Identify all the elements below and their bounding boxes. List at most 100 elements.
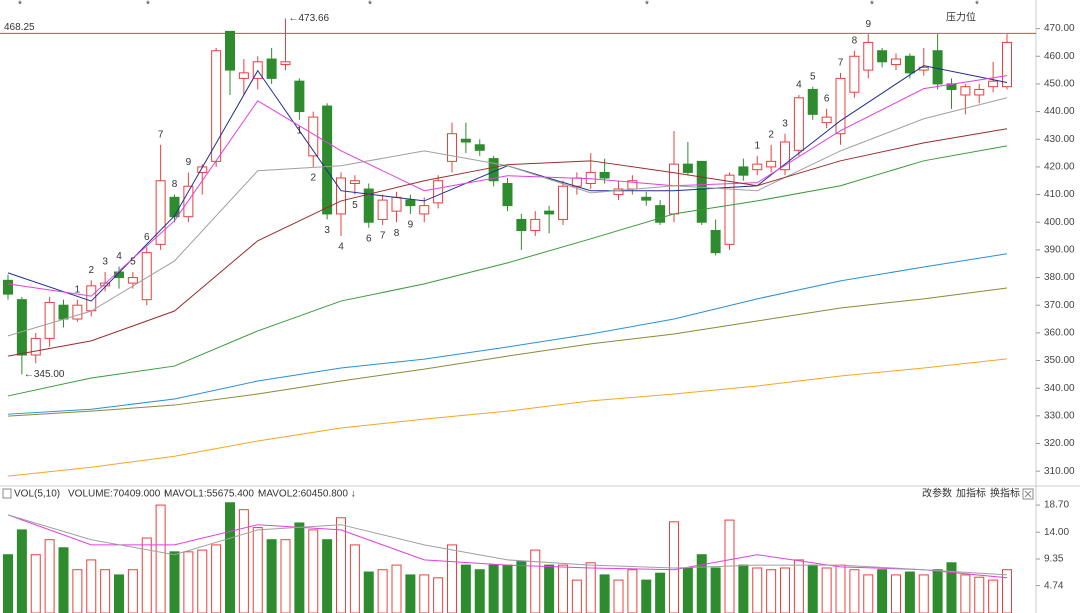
candle-body	[141, 252, 152, 301]
td-count: 6	[824, 93, 830, 104]
candle-body	[155, 180, 166, 245]
candle-body	[974, 88, 985, 96]
candle-body	[780, 141, 790, 171]
y-tick-label: 420.00	[1044, 162, 1075, 173]
candle-body	[211, 50, 222, 162]
marker: *	[870, 0, 874, 11]
candle-body	[558, 185, 568, 220]
candle-body	[752, 163, 763, 171]
candle-body	[988, 80, 999, 88]
volume-bar	[474, 569, 485, 613]
volume-bar	[988, 579, 999, 613]
volume-bar	[877, 569, 888, 613]
candle-body	[932, 50, 943, 85]
volume-bar	[349, 544, 360, 613]
td-count: 3	[324, 225, 330, 236]
td-count: 4	[338, 242, 344, 253]
y-tick-label: 410.00	[1044, 189, 1075, 200]
candle-body	[294, 80, 305, 113]
volume-bar	[252, 527, 263, 613]
button[interactable]: 加指标	[956, 487, 986, 500]
td-count: 9	[186, 157, 192, 168]
td-count: 1	[754, 140, 760, 151]
button[interactable]: 改参数	[922, 487, 952, 500]
volume-bar	[627, 569, 638, 613]
candle-body	[849, 55, 860, 93]
td-count: 3	[782, 118, 788, 129]
close-button[interactable]	[1022, 488, 1034, 500]
volume-bar	[821, 567, 832, 613]
volume-bar	[682, 567, 693, 613]
volume-bar	[849, 569, 860, 613]
volume-bar	[238, 509, 249, 613]
candle-body	[322, 105, 333, 215]
moving-average	[7, 97, 1008, 337]
volume-bar	[58, 547, 69, 613]
volume-bar	[946, 562, 957, 613]
volume-bar	[183, 551, 194, 613]
volume-bar	[655, 572, 666, 613]
td-count: 8	[172, 179, 178, 190]
button[interactable]: 换指标	[990, 487, 1020, 500]
y-tick-label: 450.00	[1044, 79, 1075, 90]
candle-body	[447, 133, 457, 162]
volume-bar	[891, 574, 901, 613]
td-count: 3	[102, 257, 108, 268]
volume-bar	[488, 564, 499, 613]
moving-average	[7, 145, 1008, 397]
volume-bar	[197, 549, 208, 613]
y-tick-label: 350.00	[1044, 355, 1075, 366]
volume-bar	[336, 517, 346, 613]
volume-bar	[280, 539, 291, 613]
candle-body	[807, 88, 818, 115]
volume-bar	[710, 567, 721, 613]
volume-bar	[641, 579, 652, 613]
volume-bar	[960, 574, 971, 613]
candle-body	[793, 97, 804, 151]
candle-body	[613, 188, 624, 196]
y-tick-label: 360.00	[1044, 328, 1075, 339]
candle-body	[377, 199, 388, 220]
td-count: 8	[852, 35, 858, 46]
y-tick-label: 380.00	[1044, 272, 1075, 283]
td-count: 2	[310, 173, 316, 184]
candle-body	[904, 55, 915, 74]
candle-body	[891, 58, 901, 66]
candle-body	[655, 205, 666, 223]
volume-bar	[599, 574, 610, 613]
candle-body	[127, 277, 138, 284]
candle-body	[530, 218, 541, 232]
resistance-label: 压力位	[946, 11, 976, 24]
volume-bar	[86, 559, 97, 613]
volume-bar	[932, 569, 943, 613]
td-count: 5	[352, 200, 358, 211]
td-count: 5	[810, 71, 816, 82]
y-tick-label: 320.00	[1044, 438, 1075, 449]
candle-body	[641, 196, 652, 201]
volume-bar	[308, 529, 319, 613]
volume-bar	[558, 564, 568, 613]
volume-bar	[377, 569, 388, 613]
marker: *	[368, 0, 372, 11]
volume-bar	[544, 564, 555, 613]
moving-average	[7, 253, 1008, 415]
td-count: 4	[116, 251, 122, 262]
candle-body	[391, 196, 402, 212]
volume-bar	[363, 571, 374, 613]
mavol1-value: MAVOL1:55675.400 ↑	[164, 489, 262, 500]
candle-body	[821, 116, 832, 124]
td-count: 9	[865, 19, 871, 30]
candle-body	[225, 30, 235, 71]
candle-body	[835, 77, 846, 135]
y-tick-label: 310.00	[1044, 466, 1075, 477]
volume-bar	[211, 544, 222, 613]
td-count: 5	[130, 257, 136, 268]
volume-bar	[571, 579, 582, 613]
volume-average	[7, 514, 1008, 576]
candle-body	[419, 205, 430, 215]
y-tick-label: 18.70	[1044, 500, 1069, 511]
y-tick-label: 14.00	[1044, 527, 1069, 538]
volume-bar	[447, 544, 457, 613]
candle-body	[544, 210, 555, 215]
volume-bar	[391, 564, 402, 613]
